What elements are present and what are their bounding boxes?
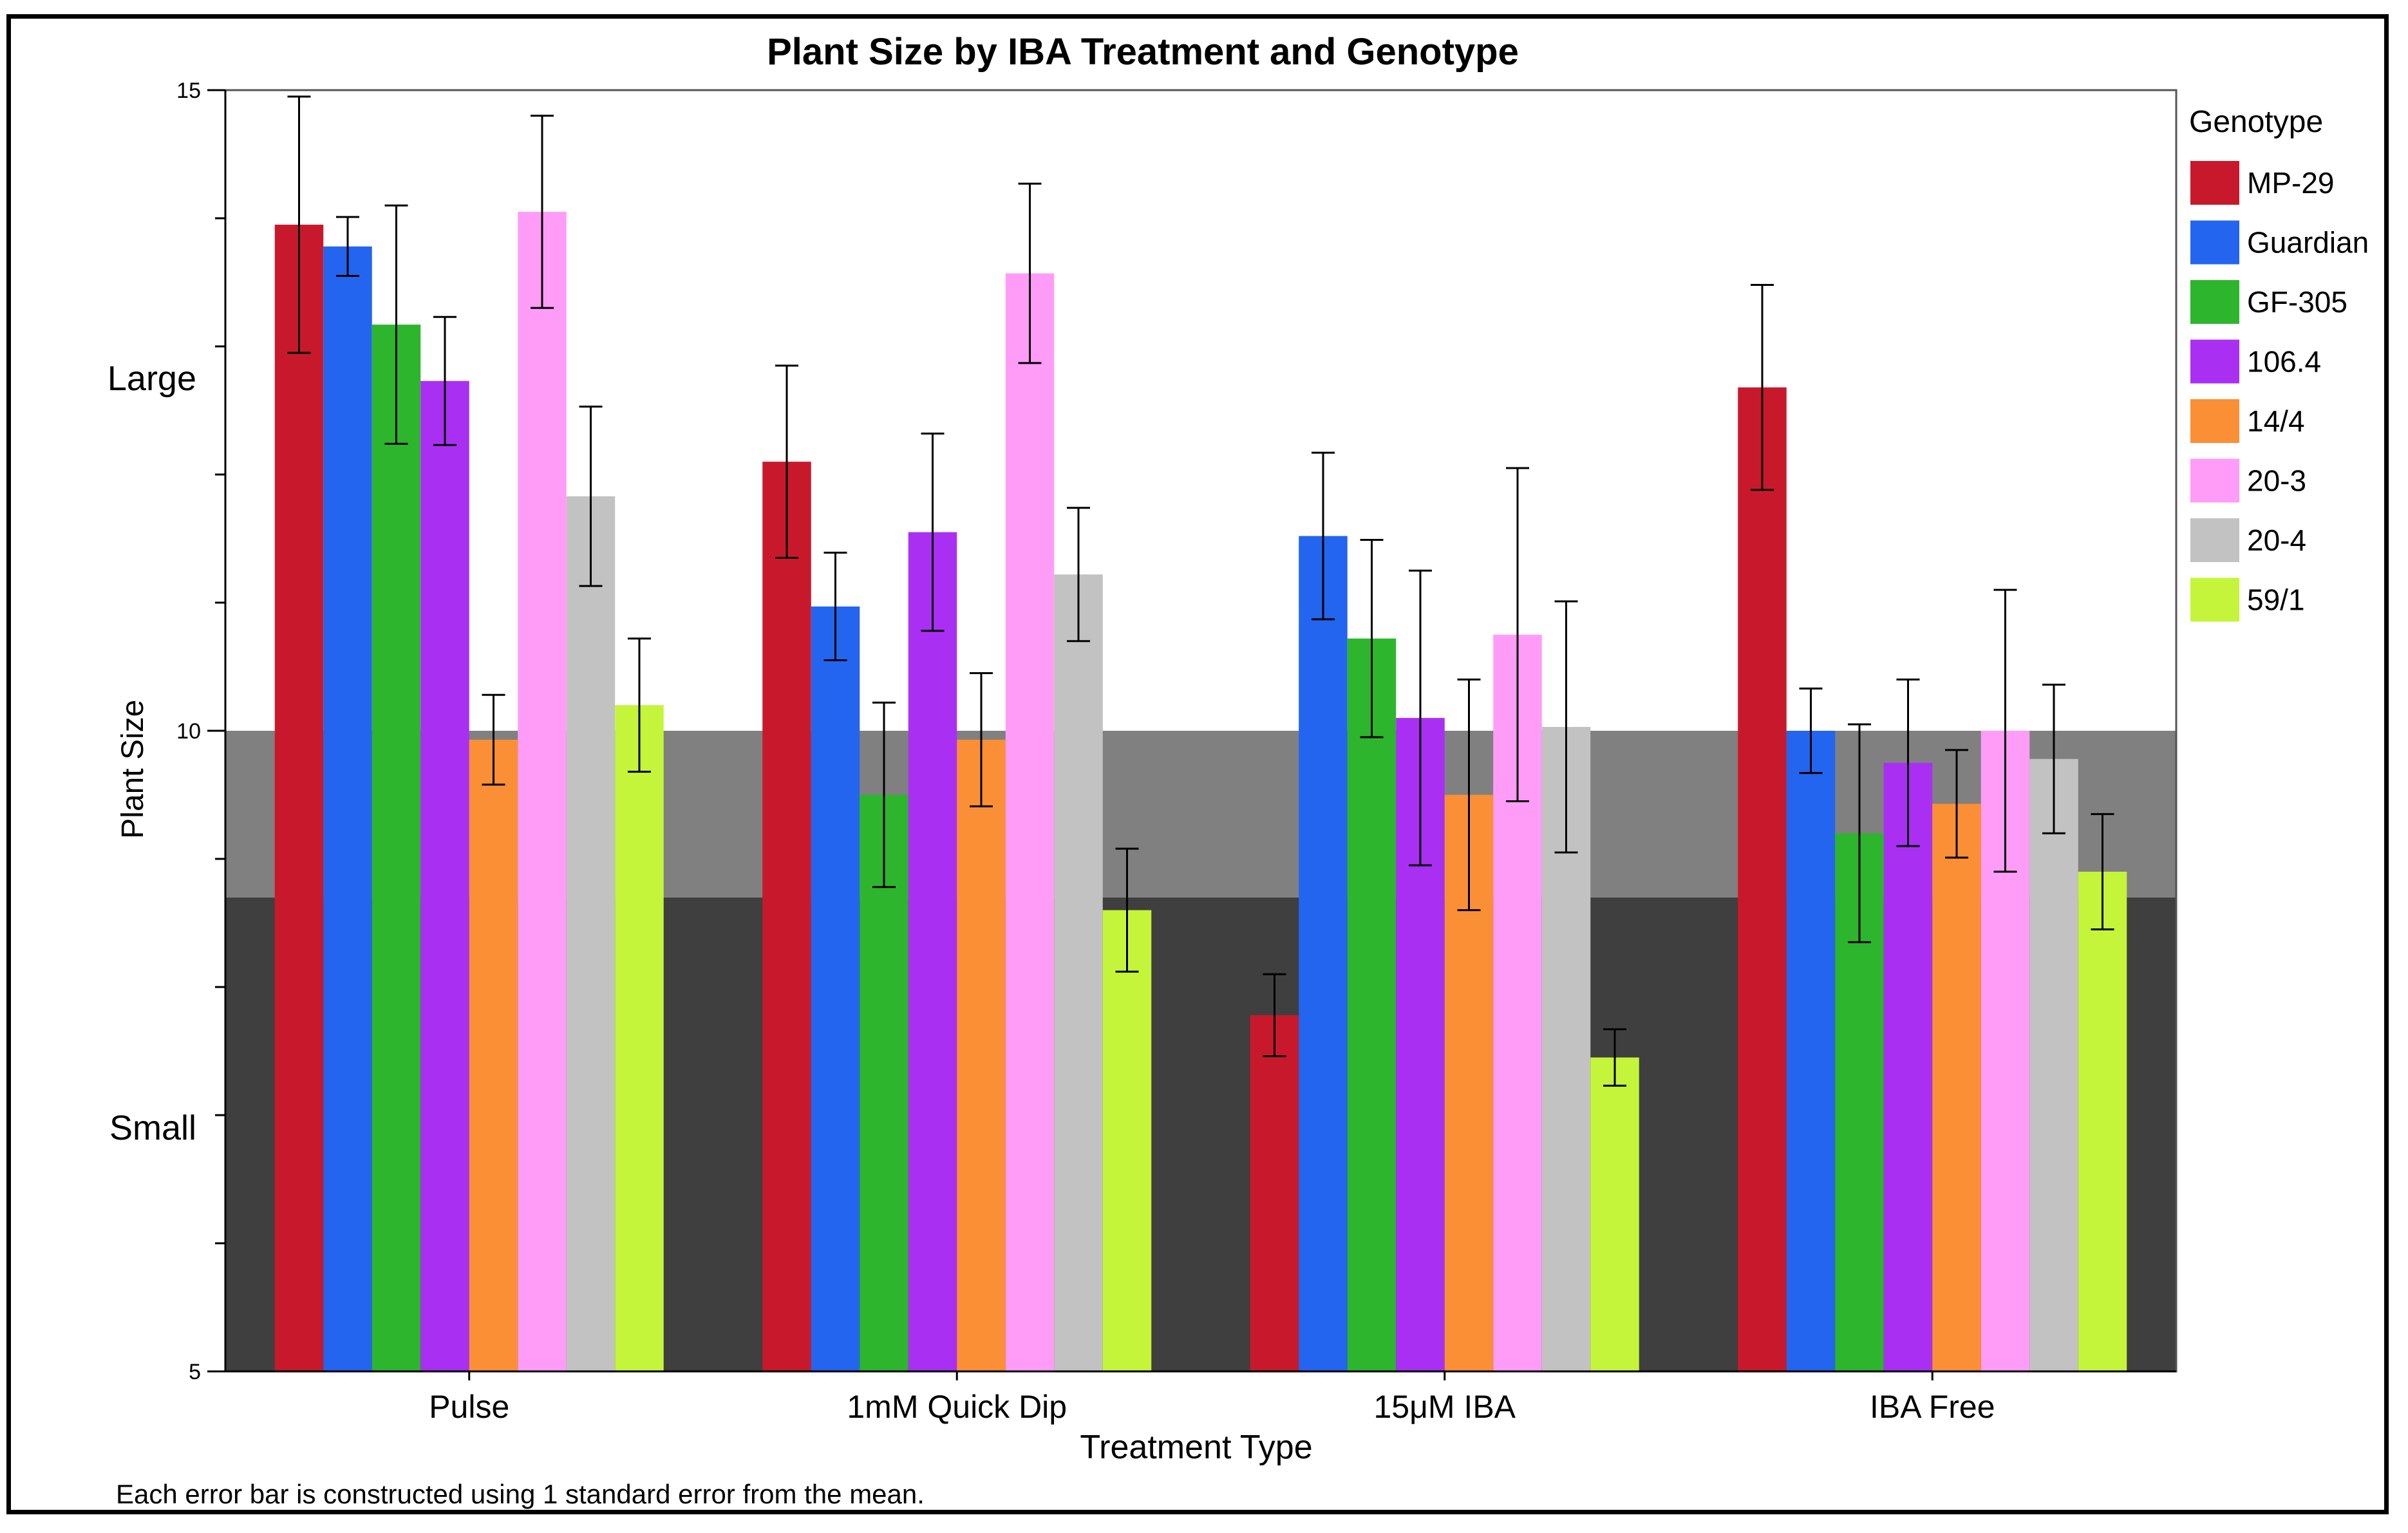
legend-label-20-4: 20-4 (2247, 523, 2306, 557)
bar-106.4-Pulse (420, 381, 469, 1371)
legend-title: Genotype (2189, 105, 2323, 139)
legend-label-Guardian: Guardian (2247, 226, 2369, 259)
bar-Guardian-1mM Quick Dip (811, 606, 860, 1371)
bar-14/4-Pulse (469, 739, 518, 1371)
bar-59/1-Pulse (615, 705, 664, 1371)
bar-MP-29-15μM IBA (1250, 1015, 1299, 1371)
y-tick-label-15: 15 (176, 79, 201, 103)
bar-59/1-1mM Quick Dip (1102, 910, 1152, 1371)
x-tick-label-1: 1mM Quick Dip (847, 1389, 1067, 1425)
bar-20-4-Pulse (566, 496, 616, 1371)
bar-MP-29-Pulse (274, 224, 324, 1372)
y-category-label-small: Small (109, 1109, 196, 1147)
legend-swatch-20-3 (2190, 458, 2239, 503)
x-axis: Pulse 1mM Quick Dip 15μM IBA IBA Free (225, 1370, 2176, 1425)
y-axis-label: Plant Size (116, 700, 150, 839)
x-tick-label-3: IBA Free (1870, 1389, 1995, 1425)
bar-59/1-15μM IBA (1590, 1057, 1639, 1371)
x-axis-label: Treatment Type (1080, 1429, 1312, 1466)
bar-59/1-IBA Free (2078, 871, 2127, 1371)
bar-20-3-1mM Quick Dip (1005, 273, 1055, 1371)
bar-106.4-IBA Free (1883, 762, 1933, 1371)
bar-20-4-IBA Free (2029, 758, 2078, 1371)
legend-swatch-59/1 (2190, 578, 2239, 622)
chart-title: Plant Size by IBA Treatment and Genotype (767, 31, 1519, 73)
legend-label-MP-29: MP-29 (2247, 166, 2334, 200)
legend-swatch-MP-29 (2190, 161, 2239, 205)
error-bars-group (287, 95, 2114, 1087)
legend-swatch-14/4 (2190, 399, 2239, 443)
bar-MP-29-IBA Free (1738, 387, 1787, 1372)
legend-label-14/4: 14/4 (2247, 404, 2305, 438)
bar-Guardian-Pulse (323, 246, 372, 1371)
bar-14/4-IBA Free (1932, 804, 1981, 1371)
bar-106.4-1mM Quick Dip (908, 532, 957, 1371)
bar-GF-305-15μM IBA (1347, 638, 1397, 1371)
bar-Guardian-IBA Free (1786, 731, 1836, 1371)
bar-14/4-1mM Quick Dip (957, 739, 1006, 1371)
legend-label-GF-305: GF-305 (2247, 285, 2347, 319)
legend-label-20-3: 20-3 (2247, 464, 2306, 498)
y-tick-label-10: 10 (176, 719, 201, 744)
x-tick-label-0: Pulse (429, 1389, 509, 1425)
legend-label-106.4: 106.4 (2247, 345, 2321, 379)
bar-20-3-Pulse (518, 212, 567, 1371)
legend-swatch-GF-305 (2190, 280, 2239, 324)
bar-GF-305-Pulse (372, 324, 421, 1371)
legend-swatch-Guardian (2190, 220, 2239, 265)
legend-swatch-20-4 (2190, 518, 2239, 562)
footnote: Each error bar is constructed using 1 st… (116, 1479, 925, 1509)
bar-20-4-1mM Quick Dip (1054, 574, 1103, 1371)
bar-Guardian-15μM IBA (1299, 536, 1348, 1371)
y-category-label-large: Large (108, 359, 196, 398)
y-axis: 5 10 15 Large Small (108, 79, 227, 1384)
y-tick-label-5: 5 (189, 1360, 201, 1384)
bar-GF-305-1mM Quick Dip (860, 795, 908, 1371)
legend-label-59/1: 59/1 (2247, 583, 2305, 617)
x-tick-label-2: 15μM IBA (1373, 1389, 1516, 1425)
legend: Genotype MP-29 Guardian GF-305 106.4 14/4 20-3… (2189, 105, 2369, 622)
bar-MP-29-1mM Quick Dip (762, 462, 811, 1371)
legend-swatch-106.4 (2190, 339, 2239, 384)
